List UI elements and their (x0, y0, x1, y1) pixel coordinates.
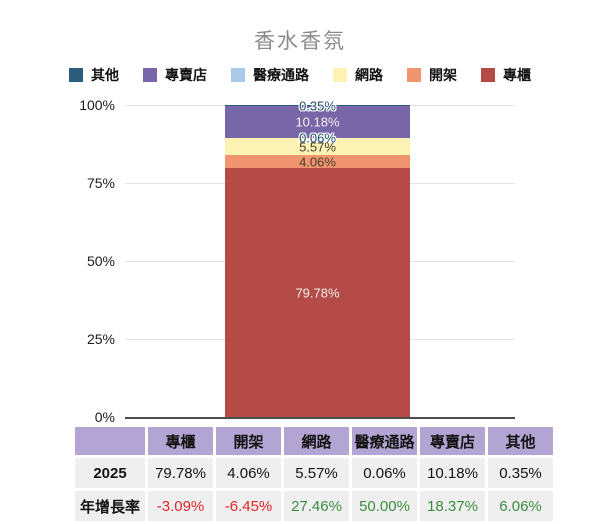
table-cell: 5.57% (284, 458, 349, 488)
legend-item[interactable]: 專賣店 (143, 65, 207, 85)
legend-swatch (69, 68, 83, 82)
bar-segment (225, 105, 410, 107)
data-table: 專櫃 開架 網路 醫療通路 專賣店 其他 2025 79.78% 4.06% 5.57% 0.06%… (75, 427, 553, 521)
y-axis-tick-label: 75% (86, 175, 115, 191)
legend-item[interactable]: 開架 (407, 65, 457, 85)
bar-segment-label: 79.78% (295, 285, 340, 301)
y-axis-tick-label: 25% (86, 331, 115, 347)
table-cell: 10.18% (420, 458, 485, 488)
table-cell: -6.45% (216, 491, 281, 521)
table-cell: 4.06% (216, 458, 281, 488)
table-row-label: 2025 (75, 458, 145, 488)
legend-swatch (143, 68, 157, 82)
table-header-cell: 開架 (216, 427, 281, 455)
legend-item-label: 專櫃 (503, 67, 531, 83)
table-header-cell: 專賣店 (420, 427, 485, 455)
table-cell: 18.37% (420, 491, 485, 521)
legend-item-label: 開架 (429, 67, 457, 83)
legend-item-label: 網路 (355, 67, 383, 83)
table-header-cell: 醫療通路 (352, 427, 417, 455)
table-cell: 79.78% (148, 458, 213, 488)
bar-segment-label: 10.18% (295, 114, 340, 130)
bar-segment-label: 0.06% (299, 130, 336, 146)
table-header-cell: 專櫃 (148, 427, 213, 455)
legend-item[interactable]: 專櫃 (481, 65, 531, 85)
bar-segment-label: 4.06% (299, 154, 336, 170)
bar-segment-label: 5.57% (299, 139, 336, 155)
bar-segment (225, 168, 410, 417)
bar-segment (225, 155, 410, 169)
table-header-cell: 網路 (284, 427, 349, 455)
chart-title: 香水香氛 (254, 30, 346, 53)
bar-segment (225, 138, 410, 156)
legend: 其他 專賣店 醫療通路 網路 開架 專櫃 (0, 65, 600, 85)
stacked-bar (225, 105, 410, 417)
y-axis-tick-label: 100% (79, 97, 115, 113)
table-cell: 50.00% (352, 491, 417, 521)
legend-swatch (333, 68, 347, 82)
legend-item[interactable]: 其他 (69, 65, 119, 85)
legend-item[interactable]: 網路 (333, 65, 383, 85)
table-cell: -3.09% (148, 491, 213, 521)
legend-swatch (231, 68, 245, 82)
table-cell: 27.46% (284, 491, 349, 521)
table-row-label: 年增長率 (75, 491, 145, 521)
y-axis-tick-label: 50% (86, 253, 115, 269)
table-cell: 6.06% (488, 491, 553, 521)
table-cell: 0.06% (352, 458, 417, 488)
bar-segment-label: 0.35% (299, 98, 336, 114)
table-header-cell (75, 427, 145, 455)
legend-item[interactable]: 醫療通路 (231, 65, 309, 85)
legend-swatch (481, 68, 495, 82)
table-header-cell: 其他 (488, 427, 553, 455)
gridline (125, 417, 515, 419)
plot-area: 100% 75% 50% 25% 0% 0.35% 10.18% 0.06% 5.57% 4.06… (0, 97, 600, 425)
y-axis-tick-label: 0% (94, 409, 115, 425)
bar-segment (225, 106, 410, 138)
table-cell: 0.35% (488, 458, 553, 488)
legend-swatch (407, 68, 421, 82)
legend-item-label: 專賣店 (165, 67, 207, 83)
legend-item-label: 其他 (91, 67, 119, 83)
legend-item-label: 醫療通路 (253, 67, 309, 83)
